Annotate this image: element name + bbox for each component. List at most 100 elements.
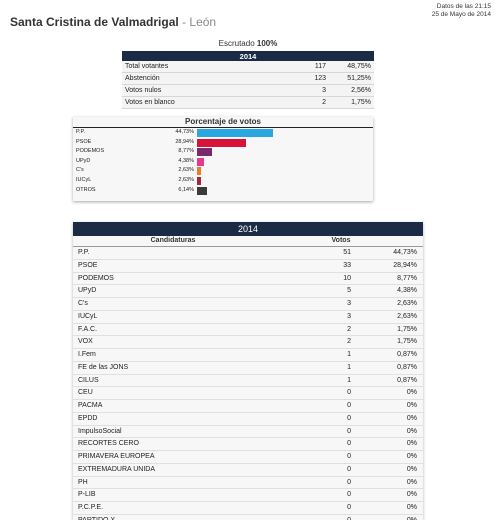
summary-votes: 123 bbox=[278, 72, 329, 85]
column-header-votos: Votos bbox=[331, 237, 351, 244]
table-row: IUCyL 3 2,63% bbox=[73, 311, 423, 324]
party-votes: 0 bbox=[347, 389, 351, 397]
chart-category-label: UPyD bbox=[76, 157, 91, 164]
chart-value-label: 8,77% bbox=[178, 148, 194, 155]
table-row: P-LIB 0 0% bbox=[73, 489, 423, 502]
escrutado-status: Escrutado 100% bbox=[122, 39, 374, 48]
page-title: Santa Cristina de Valmadrigal - León bbox=[10, 15, 216, 29]
chart-category-label: OTROS bbox=[76, 186, 96, 193]
party-pct: 44,73% bbox=[393, 249, 417, 256]
chart-category-label: IUCyL bbox=[76, 177, 92, 183]
party-name: PSOE bbox=[78, 261, 98, 269]
party-votes: 0 bbox=[347, 504, 351, 511]
party-votes: 3 bbox=[347, 300, 351, 307]
party-pct: 2,63% bbox=[397, 312, 417, 320]
chart-bar bbox=[197, 167, 202, 176]
party-pct: 28,94% bbox=[393, 261, 417, 269]
party-votes: 1 bbox=[347, 351, 351, 358]
party-pct: 8,77% bbox=[397, 274, 417, 282]
chart-value-label: 6,14% bbox=[178, 186, 194, 193]
table-row: FE de las JONS 1 0,87% bbox=[73, 362, 423, 375]
summary-label: Votos en blanco bbox=[122, 96, 278, 109]
party-name: P.C.P.E. bbox=[78, 504, 104, 511]
party-pct: 0% bbox=[406, 414, 417, 422]
summary-votes: 117 bbox=[278, 61, 329, 73]
party-votes: 5 bbox=[347, 287, 351, 295]
party-pct: 0% bbox=[406, 389, 417, 397]
table-row: F.A.C. 2 1,75% bbox=[73, 324, 423, 337]
party-pct: 0% bbox=[406, 427, 417, 435]
party-pct: 1,75% bbox=[397, 338, 417, 346]
party-votes: 0 bbox=[347, 427, 351, 435]
table-row: PSOE 33 28,94% bbox=[73, 260, 423, 273]
summary-label: Votos nulos bbox=[122, 84, 278, 97]
party-name: EXTREMADURA UNIDA bbox=[78, 465, 156, 473]
party-name: PH bbox=[78, 478, 88, 486]
chart-value-label: 44,73% bbox=[175, 129, 194, 135]
summary-pct: 51,25% bbox=[329, 72, 374, 85]
party-name: PRIMAVERA EUROPEA bbox=[78, 453, 155, 460]
chart-bar bbox=[197, 177, 202, 185]
party-pct: 4,38% bbox=[397, 287, 417, 295]
table-row: EPDD 0 0% bbox=[73, 413, 423, 426]
timestamp-time: Datos de las 21:15 bbox=[436, 3, 491, 10]
summary-votes: 2 bbox=[278, 96, 329, 109]
table-row: RECORTES CERO 0 0% bbox=[73, 438, 423, 451]
party-pct: 0% bbox=[406, 478, 417, 486]
table-row: P.C.P.E. 0 0% bbox=[73, 502, 423, 515]
party-votes: 0 bbox=[347, 465, 351, 473]
table-row: P.P. 51 44,73% bbox=[73, 247, 423, 260]
party-votes: 0 bbox=[347, 453, 351, 460]
party-votes: 0 bbox=[347, 491, 351, 499]
data-timestamp: Datos de las 21:15 25 de Mayo de 2014 bbox=[432, 3, 491, 19]
party-votes: 1 bbox=[347, 363, 351, 371]
party-name: P.P. bbox=[78, 249, 90, 256]
chart-title: Porcentaje de votos bbox=[73, 117, 373, 128]
party-votes: 2 bbox=[347, 338, 351, 346]
party-name: PODEMOS bbox=[78, 274, 114, 282]
party-pct: 0% bbox=[406, 465, 417, 473]
summary-row: Abstención 123 51,25% bbox=[122, 72, 374, 85]
party-votes: 0 bbox=[347, 402, 351, 409]
party-pct: 0,87% bbox=[397, 363, 417, 371]
summary-row: Votos en blanco 2 1,75% bbox=[122, 96, 374, 109]
results-panel: 2014 Candidaturas Votos P.P. 51 44,73% PSOE… bbox=[73, 222, 423, 520]
chart-bar bbox=[197, 138, 247, 147]
table-row: PRIMAVERA EUROPEA 0 0% bbox=[73, 451, 423, 464]
summary-row: Total votantes 117 48,75% bbox=[122, 61, 374, 73]
party-name: CEU bbox=[78, 389, 93, 397]
table-row: VOX 2 1,75% bbox=[73, 336, 423, 349]
summary-year-header: 2014 bbox=[122, 51, 374, 61]
table-row: PH 0 0% bbox=[73, 477, 423, 490]
summary-pct: 2,56% bbox=[329, 84, 374, 97]
table-row: I.Fem 1 0,87% bbox=[73, 349, 423, 362]
party-pct: 0% bbox=[406, 504, 417, 511]
party-name: P-LIB bbox=[78, 491, 96, 499]
timestamp-date: 25 de Mayo de 2014 bbox=[431, 11, 491, 18]
table-row: C's 3 2,63% bbox=[73, 298, 423, 311]
summary-pct: 48,75% bbox=[329, 61, 374, 73]
summary-label: Abstención bbox=[122, 72, 278, 85]
escrutado-value: 100% bbox=[256, 39, 278, 48]
party-votes: 10 bbox=[343, 274, 351, 282]
party-votes: 1 bbox=[347, 376, 351, 384]
chart-value-label: 2,63% bbox=[178, 177, 194, 183]
party-name: RECORTES CERO bbox=[78, 440, 139, 448]
chart-bar bbox=[197, 157, 205, 166]
chart-category-label: P.P. bbox=[76, 129, 85, 135]
title-separator: - bbox=[178, 15, 190, 29]
table-row: PODEMOS 10 8,77% bbox=[73, 273, 423, 286]
chart-value-label: 2,63% bbox=[178, 167, 194, 174]
party-pct: 0% bbox=[406, 491, 417, 499]
party-name: CILUS bbox=[78, 376, 99, 384]
party-votes: 3 bbox=[347, 312, 351, 320]
party-pct: 0,87% bbox=[397, 351, 417, 358]
table-row: CEU 0 0% bbox=[73, 387, 423, 400]
party-name: ImpulsoSocial bbox=[78, 427, 122, 435]
chart-category-label: PODEMOS bbox=[76, 148, 105, 155]
party-votes: 51 bbox=[343, 249, 351, 256]
table-row: ImpulsoSocial 0 0% bbox=[73, 426, 423, 439]
party-name: C's bbox=[78, 300, 88, 307]
province-name: León bbox=[189, 15, 217, 29]
party-votes: 33 bbox=[343, 261, 351, 269]
